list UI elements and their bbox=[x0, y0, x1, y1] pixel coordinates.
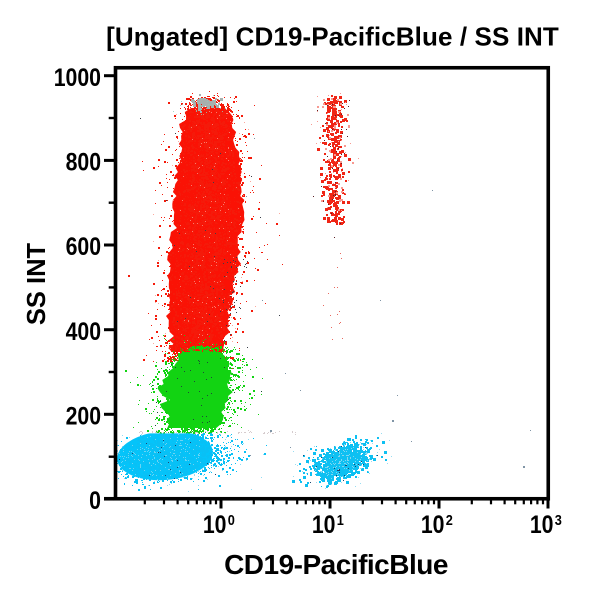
svg-text:10: 10 bbox=[421, 510, 445, 538]
svg-text:2: 2 bbox=[446, 511, 453, 528]
svg-text:0: 0 bbox=[228, 511, 235, 528]
svg-text:10: 10 bbox=[203, 510, 227, 538]
svg-text:[Ungated] CD19-PacificBlue / S: [Ungated] CD19-PacificBlue / SS INT bbox=[106, 22, 559, 52]
svg-text:10: 10 bbox=[312, 510, 336, 538]
svg-text:600: 600 bbox=[66, 233, 101, 261]
svg-text:CD19-PacificBlue: CD19-PacificBlue bbox=[224, 549, 448, 580]
svg-text:1: 1 bbox=[337, 511, 344, 528]
svg-text:10: 10 bbox=[530, 510, 554, 538]
svg-text:0: 0 bbox=[89, 487, 101, 515]
svg-text:400: 400 bbox=[66, 317, 101, 345]
svg-text:200: 200 bbox=[66, 402, 101, 430]
svg-text:800: 800 bbox=[66, 148, 101, 176]
svg-text:SS INT: SS INT bbox=[23, 242, 51, 325]
svg-text:3: 3 bbox=[555, 511, 562, 528]
svg-text:1000: 1000 bbox=[54, 63, 101, 91]
